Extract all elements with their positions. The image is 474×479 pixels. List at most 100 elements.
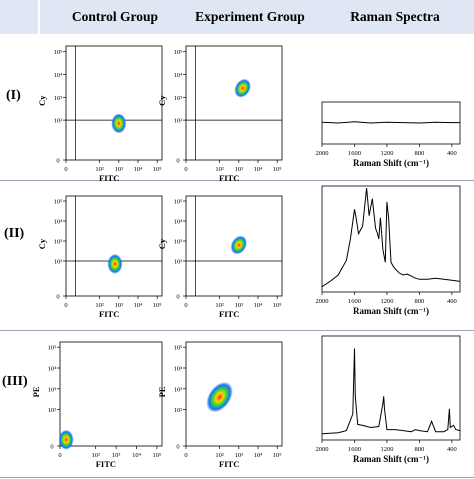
III-experiment-x-tick-label-3: 10⁴ bbox=[254, 452, 264, 459]
II-raman-x-tick-label-2: 1200 bbox=[380, 298, 393, 305]
I-experiment-plot-area bbox=[185, 45, 283, 161]
II-control-x-tick-label-3: 10⁴ bbox=[134, 302, 144, 309]
row-divider-1 bbox=[0, 180, 474, 181]
III-raman-plot-area bbox=[321, 335, 461, 441]
II-experiment-y-tick-label-2: 10³ bbox=[174, 239, 183, 246]
I-control-y-tick-label-1: 10² bbox=[54, 118, 63, 125]
I-experiment-x-axis-title: FITC bbox=[219, 173, 239, 183]
I-experiment-y-tick-label-1: 10² bbox=[174, 118, 183, 125]
III-raman-x-tick-label-4: 400 bbox=[447, 446, 457, 453]
III-raman-spectrum-line bbox=[321, 348, 461, 435]
III-experiment-x-tick-label-0: 0 bbox=[184, 452, 187, 459]
II-experiment-x-tick-label-0: 0 bbox=[184, 302, 187, 309]
III-control-y-tick-label-4: 10⁵ bbox=[48, 345, 57, 352]
II-raman-spectrum-line bbox=[321, 188, 461, 288]
I-control-x-axis-title: FITC bbox=[99, 173, 119, 183]
I-control-plot-area bbox=[65, 45, 163, 161]
header-bar bbox=[40, 0, 474, 34]
III-experiment-x-tick-label-2: 10³ bbox=[235, 452, 244, 459]
I-raman-x-tick-label-4: 400 bbox=[447, 150, 457, 157]
III-experiment-y-tick-label-4: 10⁵ bbox=[174, 345, 183, 352]
II-experiment-y-tick-label-3: 10⁴ bbox=[174, 219, 184, 226]
III-control-y-tick-label-3: 10⁴ bbox=[48, 366, 58, 373]
III-control-y-tick-label-2: 10³ bbox=[48, 386, 57, 393]
I-experiment-y-tick-label-2: 10³ bbox=[174, 95, 183, 102]
III-raman-x-tick-label-1: 1600 bbox=[348, 446, 361, 453]
II-control-y-axis-title: Cy bbox=[37, 238, 47, 249]
III-experiment-y-tick-label-3: 10⁴ bbox=[174, 366, 184, 373]
II-control-y-tick-label-1: 10² bbox=[54, 259, 63, 266]
bottom-border bbox=[0, 477, 474, 478]
III-control-x-axis-title: FITC bbox=[96, 459, 116, 469]
row-label-1: (I) bbox=[6, 88, 21, 103]
I-control-x-tick-label-0: 0 bbox=[64, 166, 67, 173]
II-raman-x-tick-label-4: 400 bbox=[447, 298, 457, 305]
II-control-x-tick-label-0: 0 bbox=[64, 302, 67, 309]
III-control-y-tick-label-1: 10² bbox=[48, 407, 57, 414]
I-control-y-tick-label-4: 10⁵ bbox=[54, 49, 63, 56]
I-control-x-tick-label-2: 10³ bbox=[115, 166, 124, 173]
II-control-y-tick-label-4: 10⁵ bbox=[54, 199, 63, 206]
I-experiment-y-tick-label-4: 10⁵ bbox=[174, 49, 183, 56]
I-experiment-y-tick-label-0: 0 bbox=[176, 158, 179, 165]
II-raman-x-tick-label-1: 1600 bbox=[348, 298, 361, 305]
II-raman-x-tick-label-3: 800 bbox=[415, 298, 425, 305]
II-experiment-x-axis-title: FITC bbox=[219, 309, 239, 319]
II-experiment-y-axis-title: Cy bbox=[157, 238, 167, 249]
II-raman-x-axis-title: Raman Shift (cm⁻¹) bbox=[353, 306, 429, 316]
III-control-x-tick-label-2: 10³ bbox=[112, 452, 121, 459]
III-control-x-tick-label-1: 10² bbox=[91, 452, 100, 459]
II-control-y-tick-label-2: 10³ bbox=[54, 239, 63, 246]
I-control-y-tick-label-3: 10⁴ bbox=[54, 72, 64, 79]
header-experiment-group: Experiment Group bbox=[195, 9, 305, 24]
III-experiment-x-axis-title: FITC bbox=[219, 459, 239, 469]
III-control-x-tick-label-4: 10⁵ bbox=[153, 452, 162, 459]
III-control-y-tick-label-0: 0 bbox=[50, 444, 53, 451]
I-control-x-tick-label-1: 10² bbox=[95, 166, 104, 173]
II-experiment-x-tick-label-1: 10² bbox=[215, 302, 224, 309]
I-raman-x-tick-label-3: 800 bbox=[415, 150, 425, 157]
I-raman-x-tick-label-1: 1600 bbox=[348, 150, 361, 157]
I-control-y-tick-label-0: 0 bbox=[56, 158, 59, 165]
II-experiment-x-tick-label-3: 10⁴ bbox=[254, 302, 264, 309]
III-experiment-plot-area bbox=[185, 341, 283, 447]
II-experiment-y-tick-label-0: 0 bbox=[176, 294, 179, 301]
I-raman-x-tick-label-0: 2000 bbox=[316, 150, 329, 157]
I-control-cluster-0 bbox=[111, 113, 127, 134]
I-control-y-axis-title: Cy bbox=[37, 95, 47, 106]
II-control-x-tick-label-1: 10² bbox=[95, 302, 104, 309]
II-control-y-tick-label-0: 0 bbox=[56, 294, 59, 301]
III-experiment-x-tick-label-4: 10⁵ bbox=[273, 452, 282, 459]
I-control-x-tick-label-4: 10⁵ bbox=[153, 166, 162, 173]
II-experiment-cluster-0 bbox=[230, 235, 247, 255]
I-experiment-cluster-0 bbox=[234, 78, 251, 98]
header-control-group: Control Group bbox=[71, 9, 159, 24]
III-control-x-tick-label-0: 0 bbox=[58, 452, 61, 459]
III-experiment-y-tick-label-2: 10³ bbox=[174, 386, 183, 393]
III-experiment-y-axis-title: PE bbox=[157, 386, 167, 397]
III-raman-x-tick-label-0: 2000 bbox=[316, 446, 329, 453]
II-raman-x-tick-label-0: 2000 bbox=[316, 298, 329, 305]
II-raman-plot-area bbox=[321, 185, 461, 293]
I-experiment-x-tick-label-1: 10² bbox=[215, 166, 224, 173]
I-experiment-x-tick-label-0: 0 bbox=[184, 166, 187, 173]
II-experiment-x-tick-label-4: 10⁵ bbox=[273, 302, 282, 309]
II-control-y-tick-label-3: 10⁴ bbox=[54, 219, 64, 226]
I-experiment-y-tick-label-3: 10⁴ bbox=[174, 72, 184, 79]
III-control-y-axis-title: PE bbox=[31, 386, 41, 397]
III-experiment-x-tick-label-1: 10² bbox=[215, 452, 224, 459]
II-experiment-y-tick-label-4: 10⁵ bbox=[174, 199, 183, 206]
II-experiment-plot-area bbox=[185, 195, 283, 297]
row-divider-2 bbox=[0, 330, 474, 331]
II-experiment-y-tick-label-1: 10² bbox=[174, 259, 183, 266]
II-control-x-tick-label-2: 10³ bbox=[115, 302, 124, 309]
III-raman-x-tick-label-2: 1200 bbox=[380, 446, 393, 453]
I-experiment-x-tick-label-3: 10⁴ bbox=[254, 166, 264, 173]
II-control-x-axis-title: FITC bbox=[99, 309, 119, 319]
III-control-plot-area bbox=[59, 341, 163, 447]
header-blank-cell bbox=[0, 0, 38, 34]
II-control-cluster-0 bbox=[107, 253, 123, 274]
III-raman-x-axis-title: Raman Shift (cm⁻¹) bbox=[353, 454, 429, 464]
